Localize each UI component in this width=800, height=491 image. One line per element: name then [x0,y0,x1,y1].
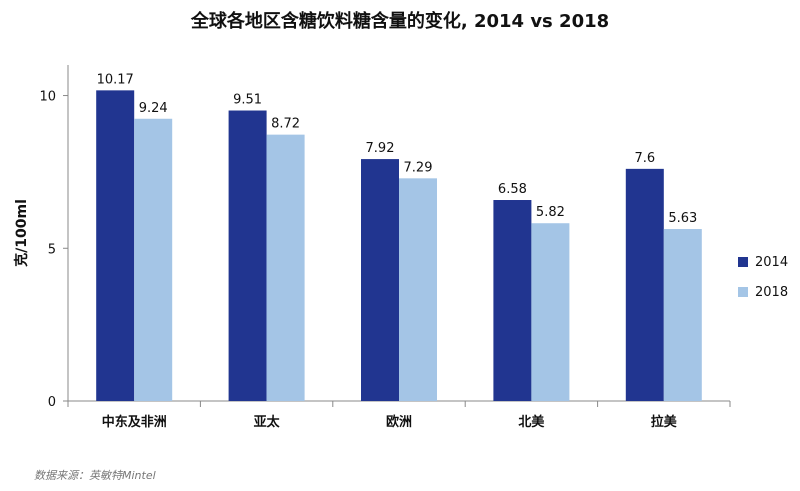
legend-swatch-2018 [738,287,748,297]
legend-swatch-2014 [738,257,748,267]
legend-item-2014: 2014 [738,252,788,272]
data-label-2014-4: 7.6 [634,151,655,166]
x-tick-label-1: 亚太 [254,414,281,430]
bar-2014-4 [625,168,664,401]
data-label-2018-3: 5.82 [536,205,565,220]
bar-2014-1 [228,110,267,401]
x-tick-label-0: 中东及非洲 [102,414,167,430]
bar-2014-2 [361,159,399,401]
chart-title: 全球各地区含糖饮料糖含量的变化, 2014 vs 2018 [190,11,610,32]
chart-legend: 2014 2018 [738,252,788,312]
bar-2018-3 [531,223,570,401]
data-label-2018-4: 5.63 [668,211,697,226]
data-label-2018-0: 9.24 [139,101,168,116]
y-tick-label-5: 5 [48,242,56,257]
bar-2014-3 [493,200,532,401]
bar-2014-0 [96,90,135,402]
x-tick-label-2: 欧洲 [386,414,412,430]
data-label-2018-1: 8.72 [271,117,300,132]
data-label-2014-1: 9.51 [233,93,262,108]
data-label-2014-0: 10.17 [97,72,134,87]
data-label-2014-2: 7.92 [366,141,395,156]
legend-label-2014: 2014 [755,254,789,270]
data-label-2018-2: 7.29 [404,160,433,175]
bar-2018-2 [399,178,437,401]
y-tick-label-10: 10 [39,90,56,105]
bar-2018-4 [663,229,702,401]
bar-2018-1 [266,134,305,402]
x-tick-label-3: 北美 [518,414,545,430]
legend-item-2018: 2018 [738,282,788,302]
x-tick-label-4: 拉美 [651,414,678,430]
legend-label-2018: 2018 [755,284,789,300]
source-note: 数据来源：英敏特Mintel [34,469,156,482]
y-tick-label-0: 0 [48,395,56,410]
bar-2018-0 [134,118,173,401]
y-axis-label: 克/100ml [13,199,30,267]
data-label-2014-3: 6.58 [498,182,527,197]
